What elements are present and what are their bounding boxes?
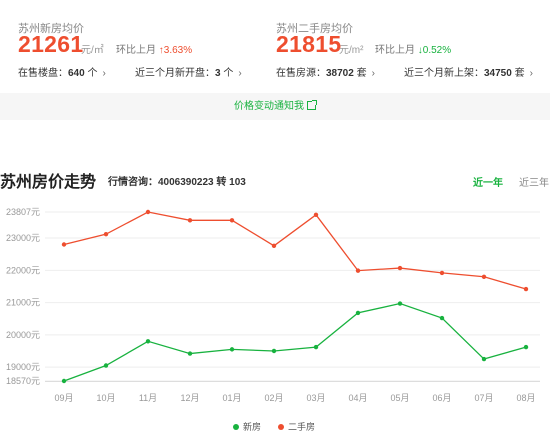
x-tick-label: 05月 — [390, 393, 409, 403]
price-notify-label: 价格变动通知我 — [234, 101, 304, 112]
trend-header: 苏州房价走势 行情咨询：4006390223 转 103 近一年 近三年 — [0, 168, 550, 191]
second-hand-new-listed-label: 近三个月新上架： — [404, 68, 484, 79]
data-point — [355, 310, 361, 316]
chevron-right-icon: › — [529, 68, 533, 79]
new-house-change-value: ↑3.63% — [158, 45, 193, 56]
new-house-change-label: 环比上月 — [116, 45, 156, 56]
data-point — [103, 363, 109, 368]
data-point — [439, 315, 445, 321]
second-hand-change-value: ↓0.52% — [417, 45, 452, 56]
x-tick-label: 06月 — [432, 393, 451, 403]
second-hand-new-listed-link[interactable]: 近三个月新上架：34750 套 › — [404, 64, 533, 79]
data-point — [145, 209, 151, 215]
data-point — [229, 347, 235, 352]
y-tick-label: 19000元 — [6, 362, 40, 372]
new-house-stats: 苏州新房均价 21261 元/㎡ 环比上月 ↑3.63% 在售楼盘：640 个 ›… — [18, 0, 258, 93]
second-hand-on-sale-value: 38702 — [326, 68, 354, 79]
x-tick-label: 09月 — [54, 393, 73, 403]
new-house-change: 环比上月 ↑3.63% — [116, 41, 192, 56]
x-tick-label: 12月 — [180, 393, 199, 403]
data-point — [229, 218, 235, 223]
new-house-on-sale-link[interactable]: 在售楼盘：640 个 › — [18, 64, 106, 79]
new-house-on-sale-value: 640 — [68, 68, 85, 79]
y-tick-label: 22000元 — [6, 265, 40, 275]
second-hand-change-label: 环比上月 — [375, 45, 415, 56]
data-point — [145, 339, 151, 344]
external-link-icon — [307, 100, 317, 110]
data-point — [397, 265, 403, 271]
price-trend-chart: 23807元 23000元 22000元 21000元 20000元 19000元 1857… — [0, 195, 550, 444]
data-point — [481, 274, 487, 279]
x-tick-label: 10月 — [96, 393, 115, 403]
data-point — [523, 344, 529, 350]
second-hand-unit: 元/m² — [339, 45, 364, 56]
new-house-on-sale-label: 在售楼盘： — [18, 68, 68, 79]
data-point — [187, 351, 193, 356]
legend-label: 新房 — [243, 421, 261, 432]
y-tick-label: 21000元 — [6, 298, 40, 308]
second-hand-price: 21815 — [276, 31, 342, 57]
x-tick-label: 11月 — [139, 393, 157, 403]
x-tick-label: 04月 — [348, 393, 367, 403]
y-tick-label: 23807元 — [6, 207, 40, 217]
series-line — [63, 211, 527, 290]
y-tick-label: 20000元 — [6, 330, 40, 340]
price-notify-bar: 价格变动通知我 — [0, 93, 550, 120]
data-point — [271, 348, 277, 354]
data-point — [61, 378, 67, 384]
new-house-on-sale-suffix: 个 — [84, 68, 98, 79]
data-point — [481, 356, 487, 362]
y-tick-label: 23000元 — [6, 233, 40, 243]
legend-marker — [278, 424, 284, 430]
data-point — [355, 268, 361, 273]
trend-contact: 行情咨询：4006390223 转 103 — [108, 177, 246, 188]
chevron-right-icon: › — [238, 68, 242, 79]
new-house-unit: 元/㎡ — [81, 45, 104, 56]
data-point — [523, 286, 529, 292]
x-tick-label: 07月 — [474, 393, 493, 403]
tab-one-year[interactable]: 近一年 — [473, 178, 503, 189]
new-house-title: 苏州新房均价 — [18, 23, 84, 35]
price-stats-panel: 苏州新房均价 21261 元/㎡ 环比上月 ↑3.63% 在售楼盘：640 个 ›… — [0, 0, 550, 93]
x-tick-label: 01月 — [222, 393, 241, 403]
data-point — [271, 243, 277, 248]
data-point — [397, 301, 403, 306]
second-hand-on-sale-link[interactable]: 在售房源：38702 套 › — [276, 64, 375, 79]
x-tick-label: 02月 — [264, 393, 283, 403]
second-hand-stats: 苏州二手房均价 21815 元/m² 环比上月 ↓0.52% 在售房源：3870… — [276, 0, 546, 93]
second-hand-new-listed-suffix: 套 — [511, 68, 525, 79]
series-line — [63, 302, 527, 382]
data-point — [313, 344, 319, 350]
legend-marker — [233, 424, 239, 430]
y-tick-label: 18570元 — [6, 376, 40, 386]
x-tick-label: 03月 — [306, 393, 325, 403]
second-hand-on-sale-suffix: 套 — [353, 68, 367, 79]
new-house-new-open-link[interactable]: 近三个月新开盘：3 个 › — [135, 64, 242, 79]
new-house-price: 21261 — [18, 31, 84, 57]
new-house-new-open-label: 近三个月新开盘： — [135, 68, 215, 79]
data-point — [187, 218, 193, 223]
second-hand-on-sale-label: 在售房源： — [276, 68, 326, 79]
second-hand-change: 环比上月 ↓0.52% — [375, 41, 451, 56]
data-point — [61, 242, 67, 247]
x-tick-label: 08月 — [516, 393, 535, 403]
legend-label: 二手房 — [288, 421, 315, 432]
new-house-new-open-suffix: 个 — [220, 68, 234, 79]
second-hand-new-listed-value: 34750 — [484, 68, 512, 79]
price-trend-svg: 23807元 23000元 22000元 21000元 20000元 19000元 1857… — [6, 207, 540, 432]
price-notify-link[interactable]: 价格变动通知我 — [234, 100, 317, 112]
tab-three-years[interactable]: 近三年 — [519, 178, 549, 189]
data-point — [103, 231, 109, 237]
new-house-new-open-value: 3 — [215, 68, 221, 79]
data-point — [439, 270, 445, 276]
second-hand-title: 苏州二手房均价 — [276, 23, 353, 35]
trend-title: 苏州房价走势 — [0, 174, 97, 191]
chevron-right-icon: › — [371, 68, 375, 79]
chevron-right-icon: › — [102, 68, 106, 79]
data-point — [313, 212, 319, 218]
